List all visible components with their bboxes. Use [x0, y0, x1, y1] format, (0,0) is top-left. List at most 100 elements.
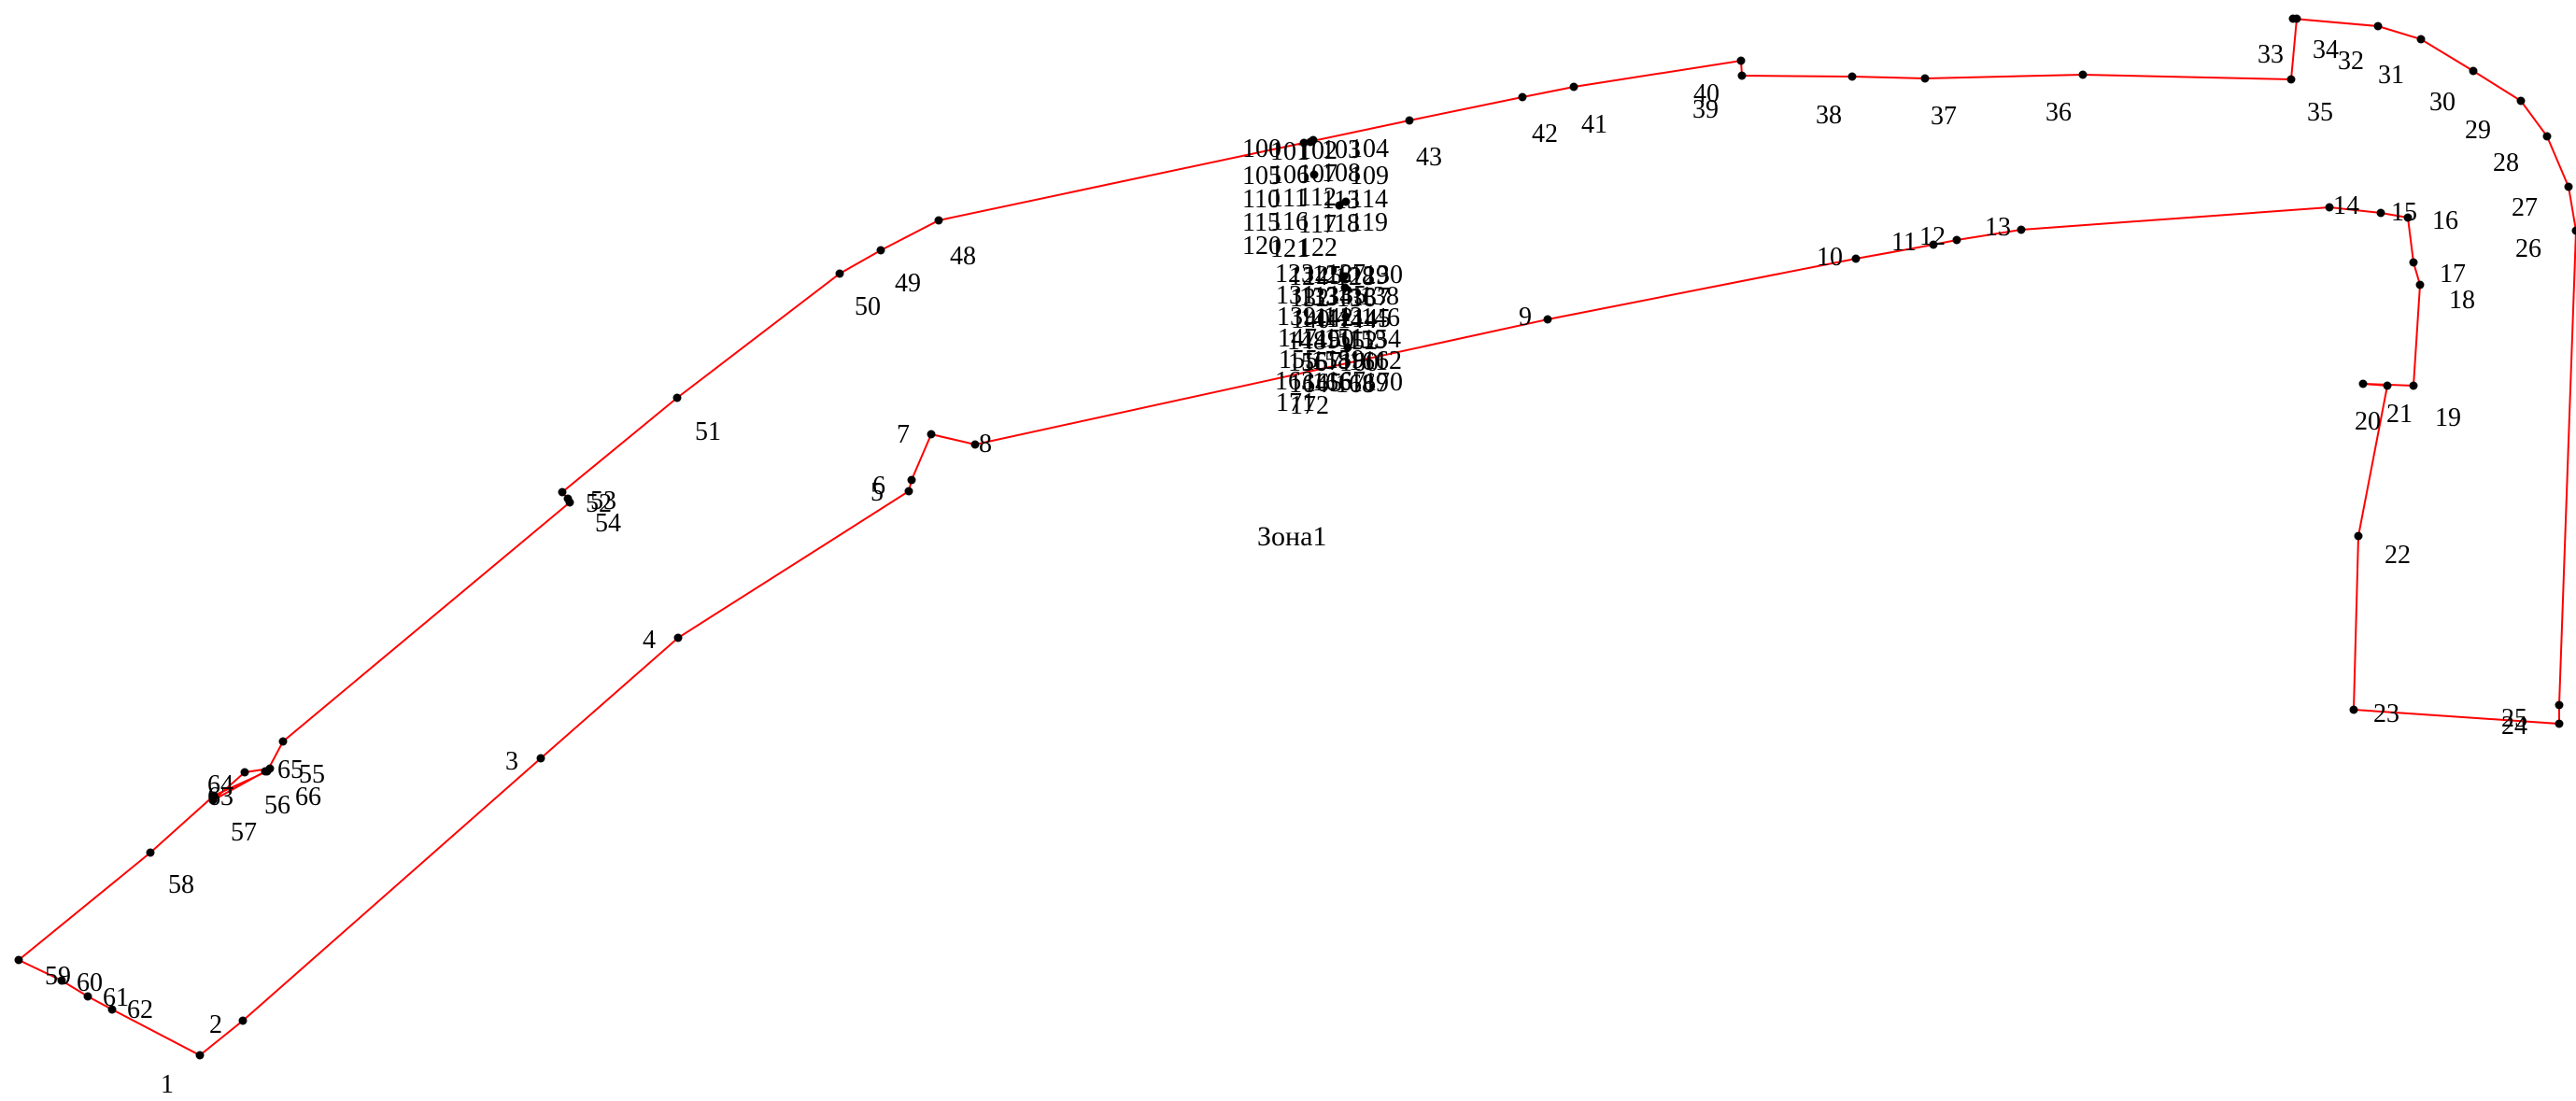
vertex-label: 27 [2512, 193, 2538, 222]
vertex-label: 37 [1931, 102, 1957, 131]
vertex-label: 28 [2493, 148, 2519, 177]
vertex-label: 34 [2313, 35, 2339, 64]
vertex-point [674, 634, 683, 642]
vertex-point [2417, 35, 2426, 44]
vertex-label: 43 [1416, 143, 1442, 172]
vertex-label: 30 [2429, 88, 2456, 117]
vertex-label: 3 [505, 747, 518, 776]
vertex-label: 38 [1816, 101, 1842, 130]
vertex-label: 62 [127, 995, 153, 1024]
vertex-label: 14 [2333, 191, 2359, 220]
vertex-point [877, 247, 885, 255]
vertex-label: 26 [2515, 234, 2541, 263]
vertex-point [2355, 532, 2363, 541]
vertex-label: 4 [643, 626, 656, 655]
vertex-point [1921, 75, 1930, 83]
vertex-label: 33 [2258, 40, 2284, 69]
vertex-point [908, 476, 916, 485]
vertex-label: 19 [2435, 403, 2461, 432]
vertex-label: 41 [1581, 110, 1607, 139]
vertex-point [2017, 226, 2026, 234]
vertex-label: 57 [231, 818, 257, 847]
vertex-point [147, 849, 155, 857]
vertex-label: 6 [872, 472, 885, 501]
vertex-label: 49 [895, 269, 921, 298]
vertex-label: 21 [2386, 400, 2413, 429]
vertex-point [935, 217, 943, 225]
dense-vertex-cluster: 1001011021031041051061071081091101111121… [1242, 134, 1403, 420]
vertex-label: 11 [1891, 228, 1917, 257]
vertex-label: 60 [77, 968, 103, 997]
vertex-point [2350, 706, 2358, 714]
vertex-point [2555, 701, 2564, 710]
vertex-point [2377, 209, 2385, 218]
vertex-label: 122 [1298, 233, 1338, 262]
vertex-point [2410, 259, 2418, 267]
vertex-point [2293, 15, 2301, 23]
vertex-label: 119 [1350, 208, 1388, 237]
vertex-point [1519, 93, 1527, 102]
vertex-label: 51 [695, 417, 721, 446]
vertex-label: 42 [1532, 120, 1558, 148]
vertex-point [2470, 67, 2478, 76]
vertex-label: 56 [264, 791, 290, 820]
vertex-point [2572, 227, 2576, 235]
vertex-label: 31 [2378, 61, 2404, 90]
vertex-point [2555, 720, 2564, 728]
vertex-label: 54 [595, 509, 621, 538]
vertex-point [1570, 83, 1578, 92]
vertex-point [262, 768, 270, 776]
vertex-label: 23 [2373, 699, 2399, 728]
zone-label: Зона1 [1257, 521, 1326, 552]
vertex-label: 8 [979, 430, 992, 459]
vertex-point [2416, 281, 2425, 289]
vertex-label: 170 [1364, 368, 1403, 397]
vertex-point [2565, 183, 2573, 191]
vertex-label: 35 [2307, 98, 2333, 127]
vertex-point [1852, 255, 1861, 263]
vertex-label: 65 [277, 755, 304, 784]
vertex-label: 12 [1919, 222, 1946, 251]
vertex-point [2079, 71, 2088, 79]
vertex-label: 16 [2432, 206, 2458, 235]
vertex-label: 18 [2449, 286, 2475, 315]
vertex-point [836, 270, 844, 278]
vertex-point [239, 1017, 248, 1025]
vertex-point [2359, 380, 2368, 388]
vertex-label: 64 [207, 770, 234, 799]
vertex-label: 17 [2440, 260, 2466, 289]
vertex-point [2384, 382, 2392, 390]
vertex-label: 40 [1693, 79, 1720, 108]
vertex-point [2374, 22, 2383, 31]
vertex-label: 22 [2385, 541, 2411, 570]
vertex-point [2287, 76, 2296, 84]
vertex-point [1848, 73, 1857, 81]
vertex-point [1406, 117, 1414, 125]
vertex-label: 32 [2338, 47, 2364, 76]
vertex-label: 13 [1985, 213, 2011, 242]
vertex-label: 9 [1519, 303, 1532, 332]
vertex-point [2543, 133, 2552, 141]
vertex-label: 20 [2355, 407, 2381, 436]
vertex-point [927, 431, 936, 439]
vertex-label: 25 [2501, 704, 2527, 733]
vertex-label: 1 [161, 1070, 174, 1099]
vertex-point [241, 769, 249, 777]
vertex-label: 29 [2465, 116, 2491, 145]
vertex-label: 58 [168, 870, 194, 899]
vertex-label: 10 [1817, 243, 1843, 272]
vertex-point [15, 956, 23, 965]
vertex-point [559, 488, 567, 497]
vertex-label: 15 [2391, 198, 2417, 227]
vertex-point [566, 499, 574, 507]
vertex-point [1737, 57, 1746, 65]
vertex-point [2410, 382, 2418, 390]
vertex-point [196, 1052, 205, 1060]
vertex-point [1953, 236, 1961, 245]
vertex-label: 66 [295, 783, 321, 812]
vertex-label: 61 [103, 983, 129, 1012]
vertex-label: 50 [855, 292, 881, 321]
vertex-point [279, 738, 288, 746]
vertex-point [673, 394, 682, 402]
